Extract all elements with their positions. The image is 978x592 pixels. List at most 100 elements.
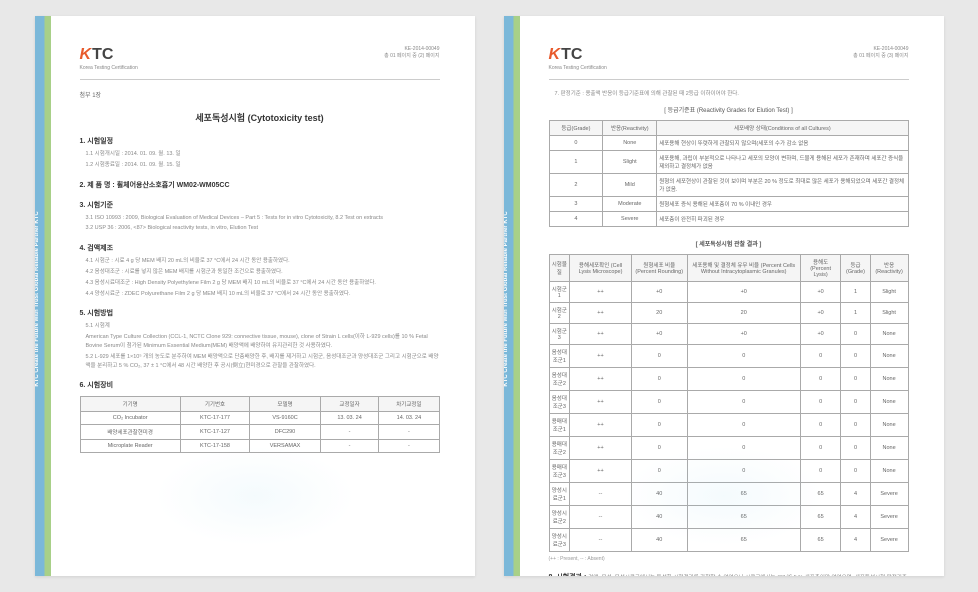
watermark xyxy=(155,446,355,546)
table-row: 용매대조군1++0000None xyxy=(549,413,908,436)
table-cell: Slight xyxy=(870,281,908,302)
table-header: 기기명 xyxy=(80,397,180,412)
table-cell: +0 xyxy=(687,281,800,302)
body-line: 1.2 시험종료일 : 2014. 01. 09. 월. 15. 일 xyxy=(86,161,440,170)
table-cell: 0 xyxy=(800,390,841,413)
table-cell: 13. 03. 24 xyxy=(320,412,378,425)
page-info: 총 01 페이지 중 (2) 페이지 xyxy=(384,52,439,59)
table-cell: 0 xyxy=(549,135,603,150)
table-cell: -- xyxy=(570,505,632,528)
table-cell: 40 xyxy=(631,505,687,528)
table-cell: ++ xyxy=(570,344,632,367)
table-cell: None xyxy=(870,344,908,367)
table-cell: 14. 03. 24 xyxy=(379,412,439,425)
table-row: 2Mild원형의 세포현상이 관찰된 것이 보이며 부분은 20 % 정도로 최… xyxy=(549,173,908,196)
table-cell: 0 xyxy=(631,459,687,482)
table-cell: None xyxy=(870,367,908,390)
table-cell: 세포층이 완전히 파괴된 경우 xyxy=(657,211,908,226)
table-cell: KTC-17-177 xyxy=(180,412,249,425)
table-cell: None xyxy=(603,135,657,150)
table-header: 교정일자 xyxy=(320,397,378,412)
body-line: 4.3 음성시료대조군 : High Density Polyethylene … xyxy=(86,279,440,288)
table-cell: 0 xyxy=(841,344,870,367)
table-cell: -- xyxy=(570,482,632,505)
table-row: 양성시료군2--4065654Severe xyxy=(549,505,908,528)
result-title: [ 세포독성시험 관찰 결과 ] xyxy=(549,239,909,248)
table-cell: 0 xyxy=(687,344,800,367)
result-footnote: (++ : Present, -- : Absent) xyxy=(549,556,909,562)
table-cell: 0 xyxy=(800,436,841,459)
table-cell: 세포용해 현상이 뚜렷하게 관찰되지 않으며(세포의 수가 감소 없음 xyxy=(657,135,908,150)
logo-text: TC xyxy=(92,46,113,64)
table-row: 0None세포용해 현상이 뚜렷하게 관찰되지 않으며(세포의 수가 감소 없음 xyxy=(549,135,908,150)
table-row: 음성대조군3++0000None xyxy=(549,390,908,413)
table-cell: 용매대조군3 xyxy=(549,459,570,482)
table-cell: 0 xyxy=(631,436,687,459)
table-cell: DFC290 xyxy=(250,425,321,440)
table-row: 용매대조군3++0000None xyxy=(549,459,908,482)
table-cell: 0 xyxy=(841,367,870,390)
table-row: 양성시료군1--4065654Severe xyxy=(549,482,908,505)
table-cell: ++ xyxy=(570,436,632,459)
body-line: 5.1 시험계 xyxy=(86,322,440,331)
table-cell: 0 xyxy=(800,413,841,436)
table-cell: 1 xyxy=(841,281,870,302)
table-cell: 65 xyxy=(800,505,841,528)
side-strip-text: KTC Create the Future with Trust Global … xyxy=(504,211,509,386)
grade-table: 등급(Grade)반응(Reactivity)세포배양 상태(Condition… xyxy=(549,120,909,227)
table-cell: 세포용해, 과립이 부분적으로 나타나고 세포의 모양이 변하며, 드물게 용해… xyxy=(657,150,908,173)
body-line: 5.2 L-929 세포를 1×10⁵ 개의 농도로 분주하여 MEM 배양액으… xyxy=(86,353,440,371)
attach-label: 첨부 1장 xyxy=(80,90,440,99)
logo-text: TC xyxy=(561,46,582,64)
doc-reference: KE-2014-00049 총 01 페이지 중 (3) 페이지 xyxy=(853,46,908,59)
table-row: Microplate ReaderKTC-17-158VERSAMAX-- xyxy=(80,440,439,453)
table-cell: 0 xyxy=(800,459,841,482)
table-cell: 시험군1 xyxy=(549,281,570,302)
table-cell: - xyxy=(379,440,439,453)
logo: KTC xyxy=(80,46,138,64)
table-cell: ++ xyxy=(570,367,632,390)
table-cell: 0 xyxy=(687,367,800,390)
table-header: 반응 (Reactivity) xyxy=(870,254,908,281)
table-cell: 40 xyxy=(631,482,687,505)
table-cell: 0 xyxy=(841,323,870,344)
table-cell: 0 xyxy=(841,413,870,436)
table-cell: 0 xyxy=(631,367,687,390)
left-page: KTC Create the Future with Trust Global … xyxy=(35,16,475,576)
table-cell: 4 xyxy=(841,528,870,551)
table-row: CO₂ IncubatorKTC-17-177VS-9160C13. 03. 2… xyxy=(80,412,439,425)
table-row: 용매대조군2++0000None xyxy=(549,436,908,459)
logo-subtitle: Korea Testing Certification xyxy=(80,65,138,71)
table-row: 4Severe세포층이 완전히 파괴된 경우 xyxy=(549,211,908,226)
conclusion-text: 검액, 음성, 음성시료군에서는 독성한 시험결과를 관찰할 수 없었으나 시료… xyxy=(549,575,907,576)
page-header: KTC Korea Testing Certification KE-2014-… xyxy=(549,46,909,80)
body-line: 4.2 음성대조군 : 시료를 넣지 않은 MEM 배지를 시험군과 동일한 조… xyxy=(86,268,440,277)
table-cell: 0 xyxy=(687,436,800,459)
table-header: 용해도 (Percent Lysis) xyxy=(800,254,841,281)
section-heading: 4. 검액제조 xyxy=(80,243,440,253)
table-header: 기기번호 xyxy=(180,397,249,412)
table-cell: - xyxy=(320,425,378,440)
table-row: 시험군3+++0+0+00None xyxy=(549,323,908,344)
section-heading: 2. 제 품 명 : 휠체어용산소호흡기 WM02-WM05CC xyxy=(80,180,440,190)
table-cell: CO₂ Incubator xyxy=(80,412,180,425)
table-cell: 0 xyxy=(687,459,800,482)
table-cell: None xyxy=(870,323,908,344)
table-cell: 65 xyxy=(800,482,841,505)
table-cell: +0 xyxy=(800,302,841,323)
logo: KTC xyxy=(549,46,607,64)
page-info: 총 01 페이지 중 (3) 페이지 xyxy=(853,52,908,59)
table-cell: Severe xyxy=(870,482,908,505)
table-cell: 원형의 세포현상이 관찰된 것이 보이며 부분은 20 % 정도로 최대로 많은… xyxy=(657,173,908,196)
table-cell: 시험군2 xyxy=(549,302,570,323)
table-cell: 20 xyxy=(631,302,687,323)
logo-k: K xyxy=(549,46,561,64)
section-heading: 3. 시험기준 xyxy=(80,200,440,210)
table-cell: 2 xyxy=(549,173,603,196)
body-line: 1.1 시험개시일 : 2014. 01. 09. 월. 13. 일 xyxy=(86,150,440,159)
table-cell: Severe xyxy=(603,211,657,226)
table-cell: 0 xyxy=(800,344,841,367)
conclusion-heading: 8. 시험결과 : 검액, 음성, 음성시료군에서는 독성한 시험결과를 관찰할… xyxy=(549,572,909,576)
table-cell: 용매대조군1 xyxy=(549,413,570,436)
section-heading: 6. 시험장비 xyxy=(80,380,440,390)
